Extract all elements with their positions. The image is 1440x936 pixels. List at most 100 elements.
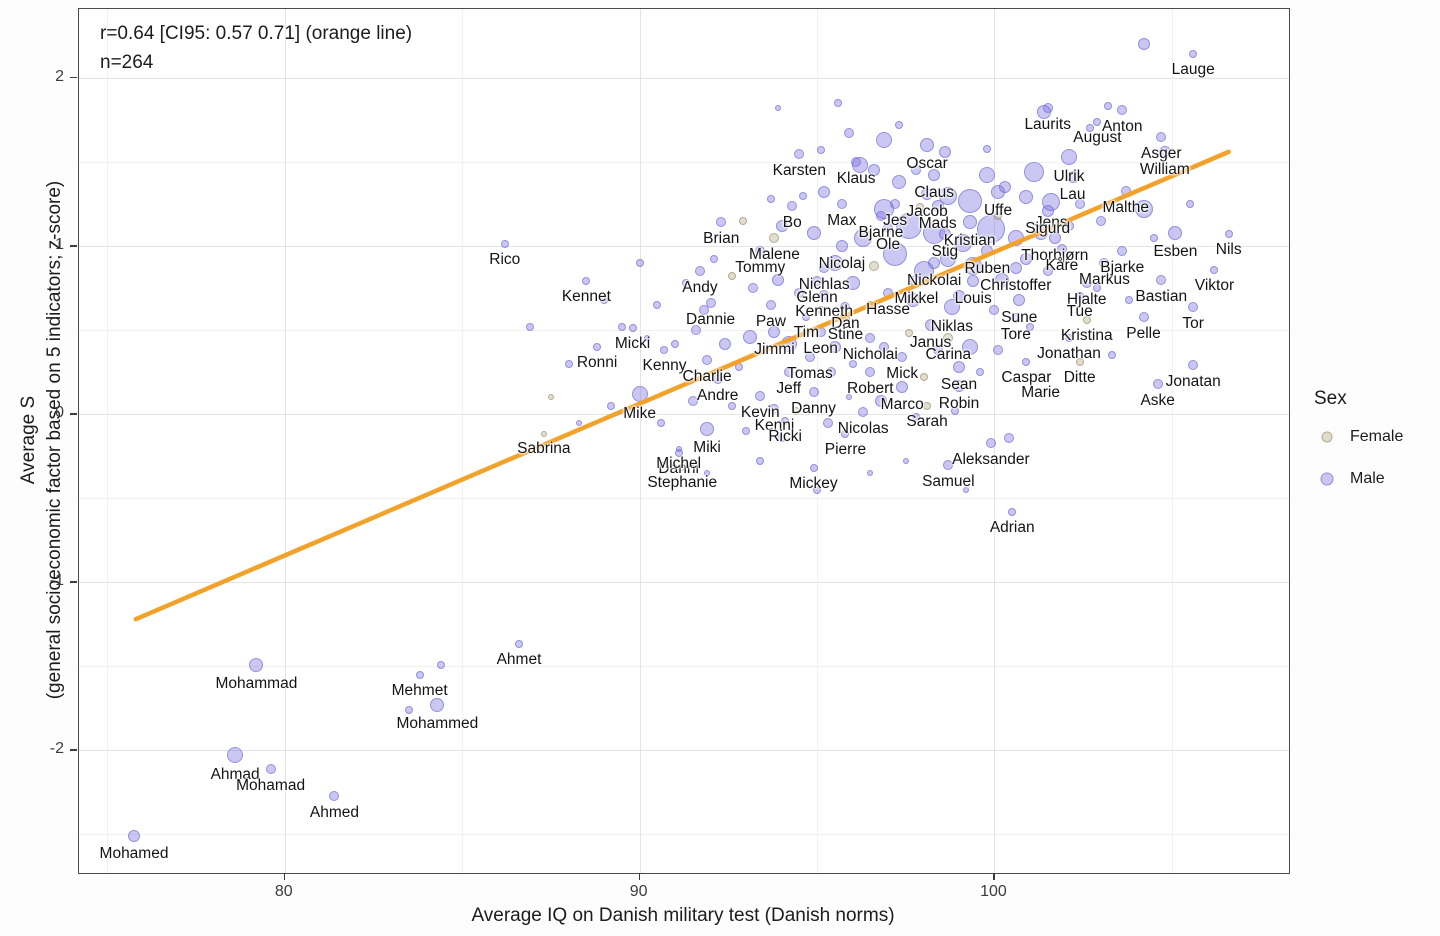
data-point: [999, 181, 1012, 194]
point-label: Aske: [1140, 391, 1175, 409]
data-point-max: [836, 198, 847, 209]
data-point: [816, 146, 825, 155]
data-point-hasse: [883, 288, 894, 299]
point-label: Tore: [1000, 326, 1031, 344]
data-point-oscar: [920, 138, 935, 153]
female-point-icon: [1314, 424, 1340, 450]
data-point: [710, 255, 719, 264]
data-point: [405, 705, 413, 714]
data-point-aske: [1152, 378, 1163, 389]
data-point-charlie: [702, 355, 713, 366]
data-point-mohamed: [128, 830, 140, 843]
y-tick-label: -1: [49, 572, 64, 590]
x-axis-title: Average IQ on Danish military test (Dani…: [471, 905, 895, 926]
data-point: [868, 261, 879, 272]
data-point-christoffer: [1009, 261, 1022, 274]
x-tick-label: 80: [274, 883, 293, 900]
point-label: Viktor: [1194, 276, 1235, 294]
data-point-pelle: [1138, 311, 1149, 322]
data-point-kristian: [962, 215, 977, 230]
data-point: [748, 283, 759, 294]
point-label: Kenni: [754, 417, 795, 435]
data-point: [894, 120, 903, 129]
point-label: Kenneth: [795, 302, 854, 320]
point-label: Paw: [755, 312, 786, 330]
point-label: Thorbjørn: [1021, 246, 1089, 264]
legend-label-male: Male: [1350, 470, 1385, 487]
point-label: Samuel: [922, 472, 975, 490]
point-label: Kåre: [1045, 257, 1079, 275]
point-label: Jeff: [776, 380, 802, 398]
point-label: Tue: [1066, 303, 1093, 321]
data-point-brian: [716, 217, 727, 228]
data-point: [844, 128, 854, 139]
data-point: [653, 300, 662, 309]
point-label: Uffe: [983, 202, 1013, 220]
point-label: Mick: [886, 364, 919, 382]
data-point: [1150, 233, 1159, 242]
data-point-paw: [765, 299, 776, 310]
point-label: Stephanie: [647, 473, 718, 491]
data-point: [718, 337, 731, 350]
point-label: Ulrik: [1053, 167, 1085, 185]
point-label: Anton: [1101, 117, 1143, 135]
data-point-sabrina: [540, 431, 547, 438]
y-major-gridline: [79, 246, 1289, 247]
data-point: [1107, 351, 1116, 360]
point-label: Oscar: [906, 155, 948, 173]
legend-entry-male: Male: [1314, 466, 1403, 492]
data-point: [976, 368, 985, 377]
data-point-rico: [500, 240, 509, 249]
data-point-lauge: [1189, 50, 1198, 59]
y-major-gridline: [79, 750, 1289, 752]
point-label: Nicholai: [842, 346, 898, 364]
data-point-micki: [628, 324, 637, 333]
point-label: Kennet: [561, 288, 611, 306]
y-tick-label: 1: [55, 236, 64, 253]
data-point-bjarke: [1117, 246, 1128, 257]
data-point: [738, 216, 747, 225]
data-point-nicolas: [858, 407, 869, 418]
point-label: Jonatan: [1165, 373, 1221, 391]
point-label: Klaus: [836, 169, 876, 187]
point-label: Leon: [803, 339, 838, 357]
data-point-karsten: [794, 148, 805, 159]
point-label: Carina: [925, 346, 972, 364]
correlation-annotation: r=0.64 [CI95: 0.57 0.71] (orange line) n…: [100, 19, 412, 78]
point-label: Asger: [1141, 144, 1182, 162]
point-label: Sarah: [906, 412, 948, 430]
point-label: Bastian: [1135, 287, 1188, 305]
x-tick-label: 90: [629, 883, 648, 900]
point-label: Tor: [1182, 314, 1204, 332]
point-label: Markus: [1079, 270, 1130, 288]
data-point: [1007, 229, 1024, 246]
data-point-danny: [808, 387, 819, 398]
data-point-sune: [1013, 293, 1026, 306]
data-point-jonatan: [1188, 360, 1199, 371]
legend-label-female: Female: [1350, 428, 1404, 445]
data-point: [818, 186, 831, 199]
point-label: Bjarke: [1100, 259, 1145, 277]
point-label: Esben: [1153, 242, 1198, 260]
point-label: Brian: [703, 230, 740, 248]
data-point: [993, 345, 1004, 356]
point-label: Lauge: [1171, 61, 1215, 79]
point-label: Jacob: [906, 202, 948, 220]
x-major-gridline: [284, 9, 286, 873]
point-label: Kevin: [740, 403, 780, 421]
point-label: Ditte: [1063, 368, 1096, 386]
x-tick-mark: [638, 873, 641, 880]
point-label: Bo: [782, 213, 802, 231]
point-label: Jes: [883, 211, 908, 229]
data-point-adrian: [1008, 507, 1017, 516]
data-point-kenny: [660, 346, 669, 355]
x-tick-mark: [993, 873, 995, 880]
point-label: Micki: [614, 335, 651, 353]
point-label: Nicolas: [837, 420, 889, 438]
point-label: Mohamed: [99, 845, 169, 863]
point-label: Mohamad: [236, 776, 306, 794]
data-point: [576, 419, 583, 426]
point-label: Janus: [909, 334, 952, 351]
point-label: Mohammed: [396, 714, 479, 732]
